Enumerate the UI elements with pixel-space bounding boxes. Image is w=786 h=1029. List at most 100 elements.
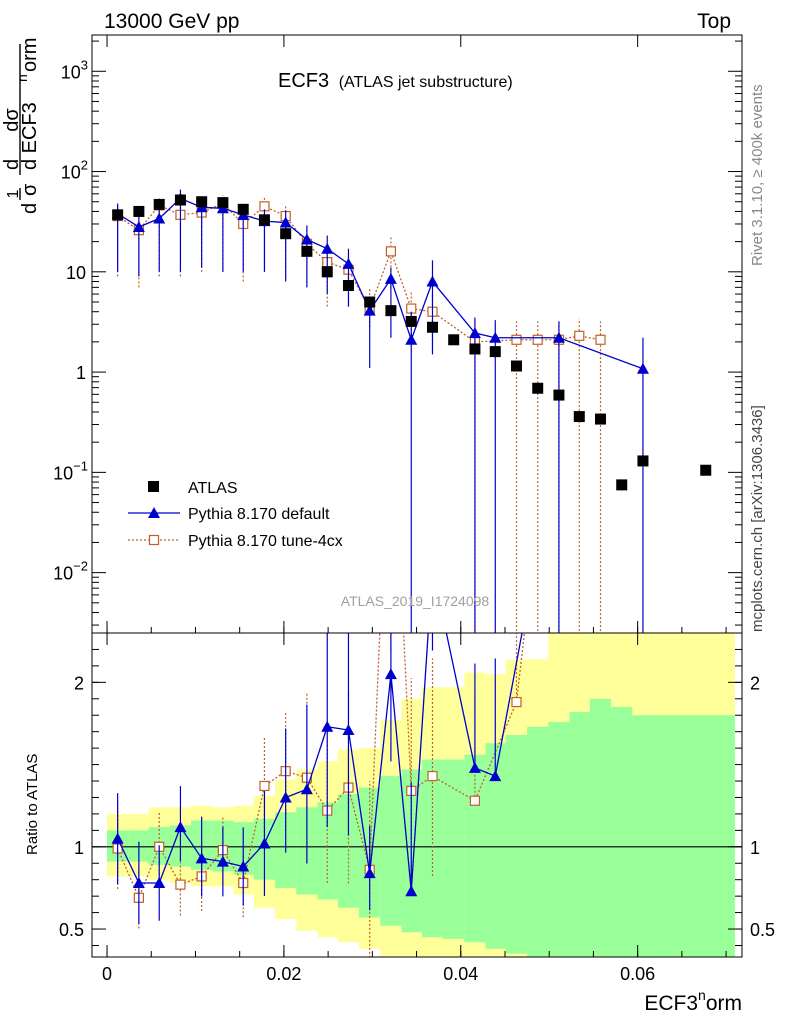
svg-text:d: d: [19, 203, 41, 214]
band-inner-bin: [527, 726, 549, 957]
default-point: [132, 220, 145, 232]
band-inner-bin: [653, 715, 735, 957]
header-energy-label: 13000 GeV pp: [104, 10, 239, 33]
default-point: [426, 275, 439, 287]
band-inner-bin: [569, 711, 590, 957]
main-panel-data: [111, 189, 712, 633]
default-point: [384, 668, 397, 680]
y-tick-label: 10: [66, 263, 86, 283]
tune4cx-point: [385, 246, 397, 257]
side-label-mcplots: mcplots.cern.ch [arXiv:1306.3436]: [749, 405, 766, 632]
atlas-point: [112, 209, 124, 221]
tune4cx-ratio-line: [117, 633, 526, 900]
legend-tune4cx-label: Pythia 8.170 tune-4cx: [188, 533, 343, 550]
atlas-point: [532, 382, 544, 394]
legend-default-label: Pythia 8.170 default: [188, 506, 330, 523]
svg-text:d ECF3: d ECF3: [19, 102, 41, 170]
svg-text:dσ: dσ: [1, 108, 23, 132]
x-tick-label: 0: [102, 964, 112, 984]
atlas-point: [510, 360, 522, 372]
tune4cx-point: [575, 20, 584, 29]
atlas-point: [637, 455, 649, 467]
atlas-point: [258, 214, 270, 226]
default-point: [342, 724, 355, 736]
atlas-point: [153, 198, 165, 210]
ratio-y-axis-label: Ratio to ATLAS: [24, 754, 41, 855]
default-point: [489, 331, 502, 343]
x-axis-label: ECF3norm: [644, 987, 742, 1015]
svg-text:d: d: [1, 159, 23, 170]
x-tick-label: 0.02: [266, 964, 301, 984]
ratio-y-tick-label-right: 0.5: [750, 920, 775, 940]
axis-ticks: 0 0.02 0.04 0.06 10−2 10−1 1 10 102 103 0.5 0.5 1 1 2 2: [53, 35, 775, 984]
header-process-label: Top: [697, 10, 731, 33]
y-tick-label: 103: [61, 57, 88, 82]
atlas-point: [217, 197, 229, 209]
ratio-y-tick-label-right: 2: [750, 673, 760, 693]
atlas-point: [301, 245, 313, 257]
atlas-point: [321, 266, 333, 278]
tune4cx-point: [532, 334, 543, 345]
default-point: [300, 783, 313, 795]
default-point: [111, 832, 124, 844]
ratio-y-tick-label-right: 1: [750, 838, 760, 858]
y-tick-label: 1: [76, 363, 86, 383]
atlas-point: [405, 315, 417, 327]
band-inner-bin: [485, 743, 506, 949]
legend: ATLAS Pythia 8.170 default Pythia 8.170 …: [128, 480, 343, 550]
atlas-point: [426, 321, 438, 333]
x-tick-label: 0.06: [620, 964, 655, 984]
default-point: [552, 331, 565, 343]
default-point: [405, 333, 418, 345]
default-point: [489, 770, 502, 782]
default-point: [363, 867, 376, 879]
default-point: [405, 885, 418, 897]
svg-text:σ: σ: [19, 183, 41, 196]
default-ratio-line: [117, 633, 523, 892]
y-tick-label: 102: [61, 158, 88, 183]
plot-title: ECF3: [278, 70, 329, 92]
y-tick-label: 10−2: [53, 559, 88, 584]
band-inner-bin: [589, 698, 612, 957]
default-point: [195, 852, 208, 864]
tune4cx-point: [427, 770, 438, 782]
default-point: [342, 257, 355, 269]
band-inner-bin: [505, 734, 528, 954]
legend-tune4cx-marker: [148, 534, 160, 546]
atlas-point: [342, 280, 354, 292]
band-inner-bin: [421, 759, 444, 938]
atlas-point: [364, 296, 376, 308]
atlas-point: [469, 343, 481, 355]
band-inner-bin: [464, 754, 486, 943]
svg-text:n: n: [14, 74, 30, 82]
default-point: [174, 821, 187, 833]
atlas-point: [573, 411, 585, 423]
default-point: [300, 233, 313, 245]
default-point: [258, 837, 271, 849]
default-point: [321, 720, 334, 732]
atlas-point: [385, 305, 397, 317]
default-point: [153, 212, 166, 224]
atlas-point: [280, 228, 292, 240]
default-point: [384, 272, 397, 284]
default-point: [636, 362, 649, 374]
band-inner-bin: [548, 721, 570, 957]
legend-atlas-label: ATLAS: [188, 480, 238, 497]
band-inner-bin: [632, 715, 654, 957]
atlas-point: [616, 479, 628, 491]
svg-text:orm: orm: [19, 38, 41, 72]
atlas-point: [448, 334, 460, 346]
default-point: [237, 860, 250, 872]
default-point: [426, 561, 438, 572]
band-inner-bin: [380, 776, 402, 926]
tune4cx-point: [469, 795, 481, 806]
atlas-point: [174, 194, 186, 206]
atlas-point: [133, 205, 145, 217]
default-point: [216, 855, 229, 867]
band-inner-bin: [317, 802, 338, 900]
legend-default-marker: [148, 507, 160, 518]
default-point: [279, 216, 292, 228]
band-inner-bin: [443, 759, 465, 939]
default-point: [468, 327, 481, 339]
